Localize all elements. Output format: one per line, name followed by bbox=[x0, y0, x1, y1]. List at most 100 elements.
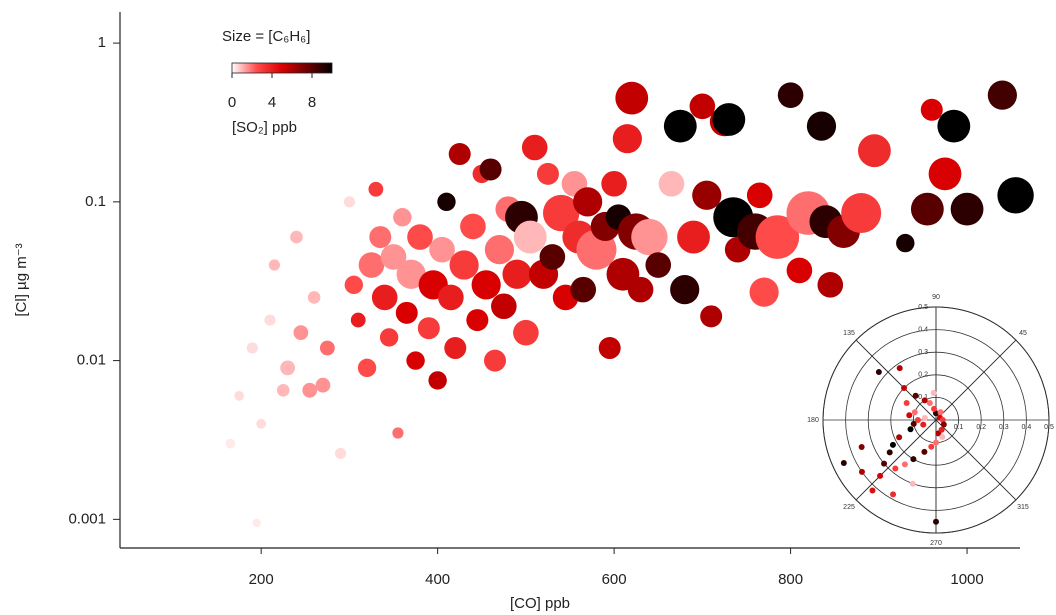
polar-point bbox=[901, 385, 908, 392]
polar-point bbox=[858, 444, 865, 451]
point bbox=[542, 194, 580, 232]
point bbox=[417, 317, 440, 340]
point bbox=[466, 309, 489, 332]
r-tick-label: 0.1 bbox=[918, 394, 928, 401]
point bbox=[786, 257, 813, 284]
polar-point bbox=[914, 417, 921, 423]
x-tick-label: 1000 bbox=[950, 571, 983, 588]
point bbox=[598, 337, 621, 360]
point bbox=[407, 224, 433, 250]
point bbox=[570, 276, 597, 303]
point bbox=[896, 233, 915, 253]
point bbox=[225, 438, 236, 449]
point bbox=[806, 111, 837, 141]
polar-point bbox=[881, 460, 888, 467]
polar-spoke bbox=[855, 339, 1017, 501]
polar-point bbox=[938, 426, 945, 433]
point bbox=[749, 277, 779, 307]
theta-tick-label: 315 bbox=[1017, 504, 1029, 511]
point bbox=[631, 218, 668, 256]
polar-inset: 0.1 0.1 0.2 0.2 0.3 0.3 0.4 0.4 0.5 0.5 90 45 135 180… bbox=[807, 294, 1054, 547]
point bbox=[513, 319, 539, 346]
r-tick-label: 0.5 bbox=[918, 304, 928, 311]
point bbox=[234, 390, 244, 401]
polar-point bbox=[889, 441, 896, 448]
x-axis-label: [CO] ppb bbox=[510, 595, 570, 612]
polar-point bbox=[896, 434, 903, 441]
polar-point bbox=[928, 443, 935, 450]
theta-tick-label: 135 bbox=[843, 330, 855, 337]
point bbox=[276, 383, 290, 397]
colorbar-tick-label: 0 bbox=[228, 94, 236, 111]
point bbox=[536, 162, 559, 185]
point bbox=[521, 134, 548, 161]
r-tick-label: 0.4 bbox=[918, 326, 928, 333]
point bbox=[615, 81, 649, 115]
polar-point bbox=[877, 472, 884, 479]
polar-point bbox=[931, 405, 938, 412]
point bbox=[484, 235, 515, 265]
colorbar-tick-label: 8 bbox=[308, 94, 316, 111]
polar-point bbox=[911, 409, 918, 416]
point bbox=[910, 192, 944, 226]
point bbox=[692, 180, 722, 210]
point bbox=[256, 418, 267, 429]
point bbox=[334, 447, 347, 460]
point bbox=[343, 196, 356, 208]
point bbox=[928, 157, 962, 191]
polar-point bbox=[933, 518, 939, 525]
r-tick-label: 0.4 bbox=[1022, 424, 1032, 431]
point bbox=[460, 213, 486, 240]
point bbox=[663, 109, 697, 143]
polar-point bbox=[901, 461, 908, 468]
theta-tick-label: 180 bbox=[807, 417, 819, 424]
point bbox=[379, 328, 399, 347]
r-tick-label: 0.2 bbox=[918, 372, 928, 379]
polar-point bbox=[940, 421, 947, 428]
colorbar bbox=[231, 62, 333, 74]
point bbox=[252, 518, 261, 528]
point bbox=[280, 360, 296, 376]
point bbox=[670, 275, 700, 305]
polar-point bbox=[937, 409, 944, 416]
point bbox=[212, 487, 222, 496]
point bbox=[371, 284, 398, 311]
point bbox=[438, 284, 464, 311]
point bbox=[573, 187, 603, 217]
point bbox=[429, 236, 455, 263]
point bbox=[369, 226, 392, 249]
polar-point bbox=[858, 468, 865, 475]
point bbox=[920, 98, 943, 121]
colorbar-title: [SO₂] ppb bbox=[232, 119, 297, 136]
point bbox=[539, 244, 566, 270]
polar-point bbox=[840, 459, 847, 466]
r-tick-label: 0.1 bbox=[954, 424, 964, 431]
point bbox=[246, 342, 258, 354]
polar-point bbox=[939, 433, 946, 440]
r-tick-label: 0.3 bbox=[999, 424, 1009, 431]
polar-point bbox=[926, 400, 933, 407]
y-axis-label: [Cl] µg m⁻³ bbox=[13, 243, 30, 316]
polar-point bbox=[921, 415, 928, 422]
point bbox=[315, 377, 331, 393]
colorbar-tick-label: 4 bbox=[268, 94, 276, 111]
point bbox=[471, 270, 501, 300]
point bbox=[437, 192, 456, 212]
point bbox=[293, 325, 309, 341]
point bbox=[601, 170, 627, 197]
theta-tick-label: 45 bbox=[1019, 330, 1027, 337]
point bbox=[677, 220, 710, 254]
x-tick-label: 400 bbox=[425, 571, 450, 588]
polar-point bbox=[910, 420, 917, 427]
point bbox=[428, 371, 447, 390]
point bbox=[755, 215, 800, 259]
polar-point bbox=[921, 397, 928, 404]
polar-point bbox=[933, 439, 939, 446]
point bbox=[350, 312, 366, 328]
point bbox=[392, 427, 404, 439]
polar-point bbox=[939, 417, 946, 423]
point bbox=[491, 293, 517, 320]
y-tick-label: 0.01 bbox=[77, 352, 106, 369]
polar-point bbox=[890, 491, 897, 498]
